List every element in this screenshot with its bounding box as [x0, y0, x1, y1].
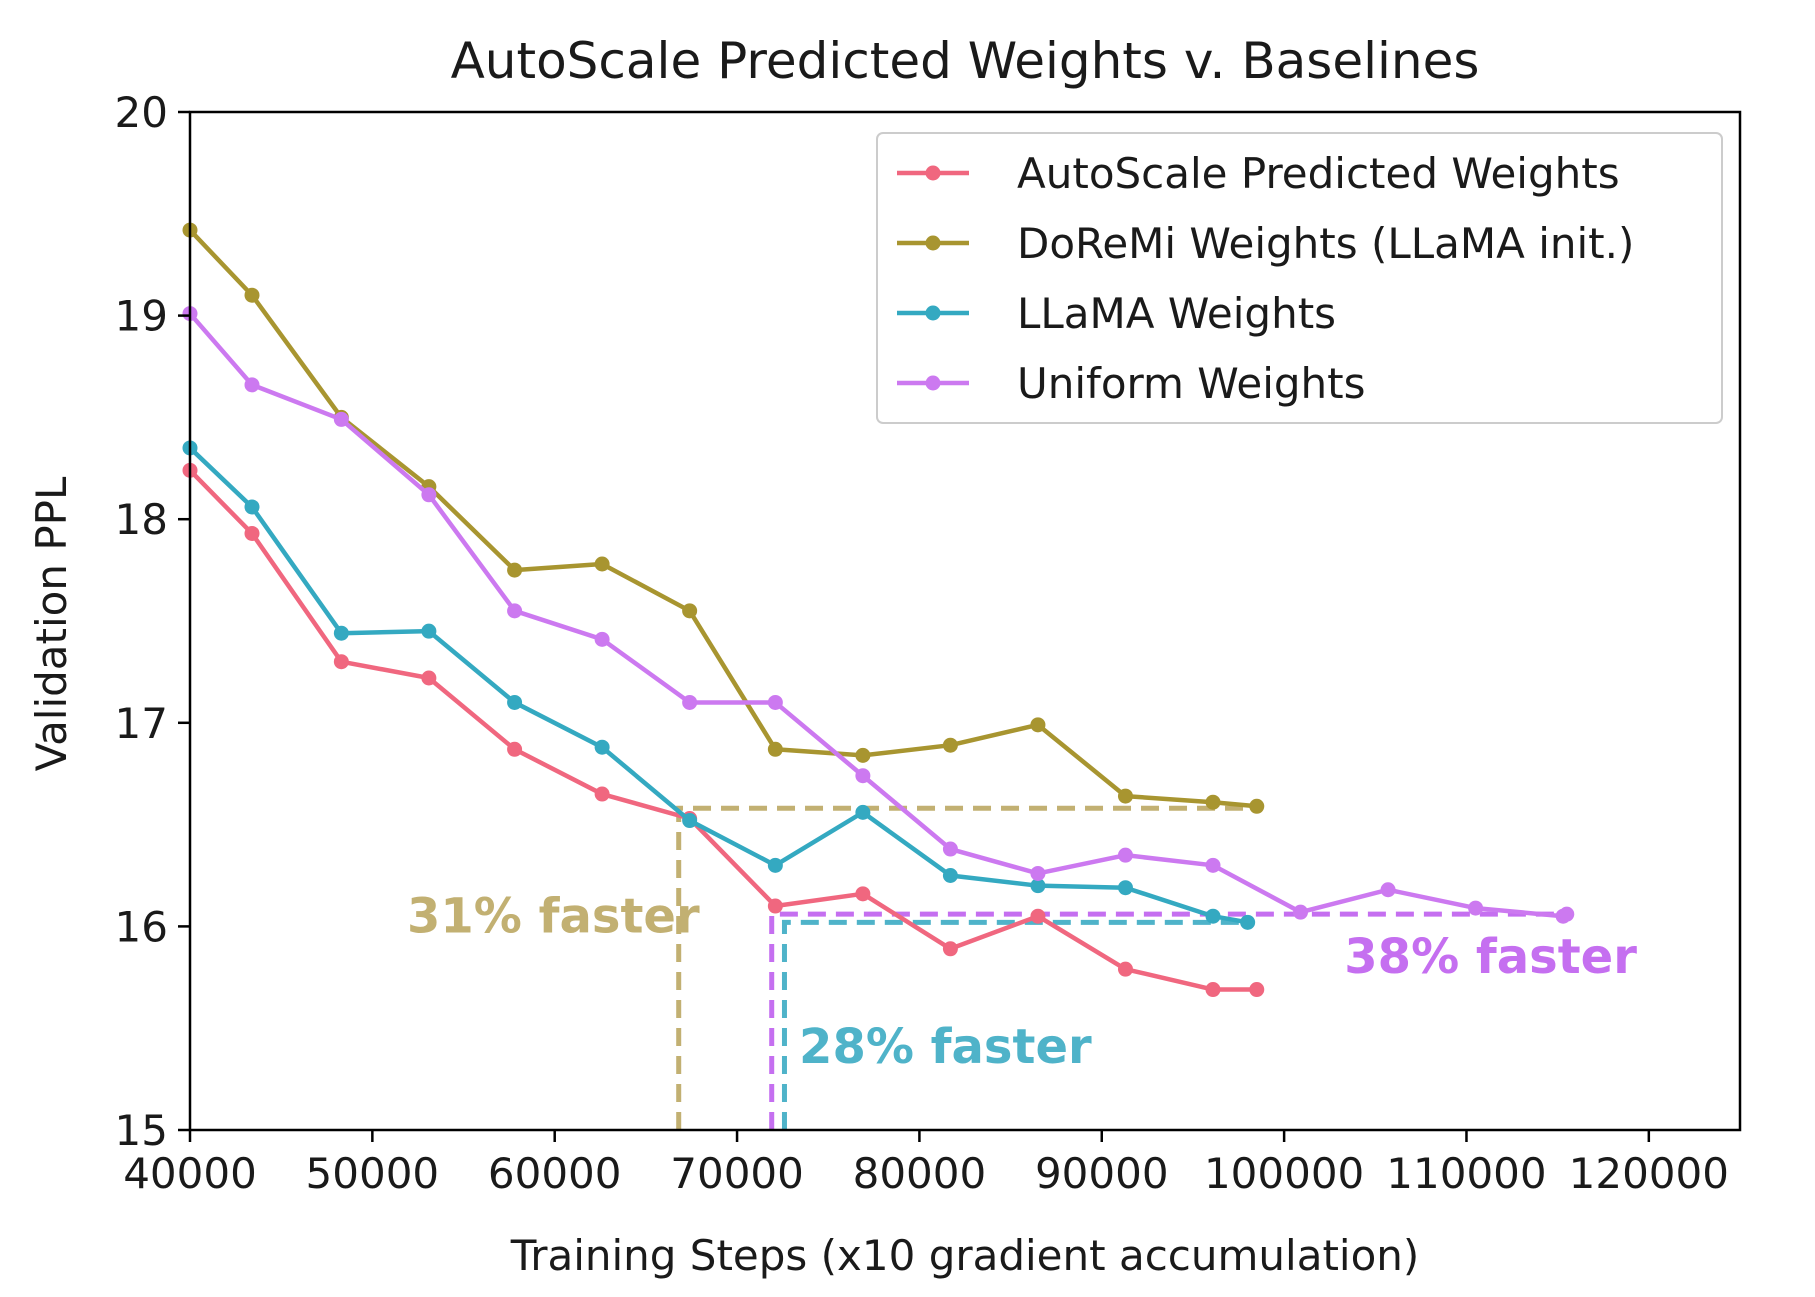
data-point: [421, 623, 437, 639]
legend-label: LLaMA Weights: [1017, 289, 1336, 338]
data-point: [855, 804, 871, 820]
x-tick-label: 80000: [853, 1149, 987, 1198]
data-point: [1249, 798, 1265, 814]
data-point: [507, 603, 523, 619]
data-point: [942, 941, 958, 957]
y-tick-label: 17: [115, 699, 168, 748]
data-point: [767, 857, 783, 873]
data-point: [1117, 847, 1133, 863]
reference-line: [676, 805, 1257, 1130]
data-point: [1293, 904, 1309, 920]
annotation-label: 28% faster: [799, 1019, 1092, 1075]
series-line: [188, 446, 1249, 925]
data-point: [942, 868, 958, 883]
x-axis-label: Training Steps (x10 gradient accumulatio…: [510, 1231, 1420, 1280]
x-tick-label: 110000: [1386, 1149, 1546, 1198]
data-point: [1205, 857, 1221, 873]
data-point: [682, 694, 698, 710]
data-point: [421, 487, 437, 503]
data-point: [1117, 880, 1133, 896]
x-tick-label: 120000: [1569, 1149, 1729, 1198]
data-point: [1030, 865, 1046, 881]
data-point: [682, 603, 698, 619]
legend-marker: [925, 235, 941, 251]
x-tick-label: 60000: [488, 1149, 622, 1198]
plot-area: 31% faster 28% faster 38% faster: [182, 222, 1637, 1130]
data-point: [1240, 914, 1256, 930]
data-point: [1205, 982, 1221, 998]
legend-label: Uniform Weights: [1017, 359, 1366, 408]
data-point: [594, 739, 610, 755]
data-point: [1117, 788, 1133, 804]
data-point: [1030, 717, 1046, 733]
legend: AutoScale Predicted Weights DoReMi Weight…: [876, 132, 1723, 424]
reference-line: [781, 919, 1248, 1130]
data-point: [1205, 794, 1221, 810]
data-point: [244, 525, 260, 541]
x-tick-label: 50000: [306, 1149, 440, 1198]
data-point: [594, 631, 610, 647]
x-tick-label: 90000: [1035, 1149, 1169, 1198]
legend-marker: [925, 375, 941, 391]
annotation-label: 38% faster: [1344, 929, 1637, 985]
data-point: [1117, 961, 1133, 977]
y-tick-label: 15: [115, 1106, 168, 1155]
data-point: [942, 737, 958, 753]
legend-label: DoReMi Weights (LLaMA init.): [1017, 219, 1634, 268]
y-axis-label: Validation PPL: [27, 476, 76, 771]
series-line: [188, 228, 1257, 809]
legend-box: [876, 132, 1723, 424]
data-point: [1030, 908, 1046, 924]
data-point: [1205, 908, 1221, 924]
data-point: [594, 786, 610, 802]
data-point: [855, 747, 871, 763]
data-point: [767, 898, 783, 914]
legend-marker: [925, 165, 941, 181]
series-line: [188, 468, 1257, 992]
data-point: [1559, 906, 1575, 922]
data-point: [421, 670, 437, 686]
data-point: [855, 886, 871, 902]
plot-frame: [188, 110, 1742, 1132]
y-tick-label: 19: [115, 292, 168, 341]
data-point: [507, 741, 523, 757]
data-point: [244, 287, 260, 303]
data-point: [507, 694, 523, 710]
data-point: [767, 694, 783, 710]
data-point: [333, 411, 349, 427]
data-point: [682, 813, 698, 829]
series-line: [188, 312, 1568, 919]
legend-label: AutoScale Predicted Weights: [1017, 149, 1620, 198]
data-point: [1249, 982, 1265, 998]
data-point: [767, 741, 783, 757]
data-point: [594, 556, 610, 572]
data-point: [855, 768, 871, 784]
y-tick-label: 18: [115, 495, 168, 544]
legend-marker: [925, 305, 941, 321]
x-tick-label: 70000: [670, 1149, 804, 1198]
data-point: [1468, 900, 1484, 916]
x-tick-label: 100000: [1204, 1149, 1364, 1198]
chart-title: AutoScale Predicted Weights v. Baselines: [451, 32, 1480, 90]
data-point: [942, 841, 958, 857]
data-point: [333, 625, 349, 641]
data-point: [244, 377, 260, 393]
y-tick-label: 16: [115, 902, 168, 951]
data-point: [1030, 878, 1046, 894]
data-point: [333, 654, 349, 670]
y-tick-label: 20: [115, 88, 168, 137]
data-point: [1380, 882, 1396, 898]
data-point: [244, 499, 260, 515]
x-tick-label: 40000: [123, 1149, 257, 1198]
data-point: [507, 562, 523, 578]
annotation-label: 31% faster: [407, 889, 700, 945]
